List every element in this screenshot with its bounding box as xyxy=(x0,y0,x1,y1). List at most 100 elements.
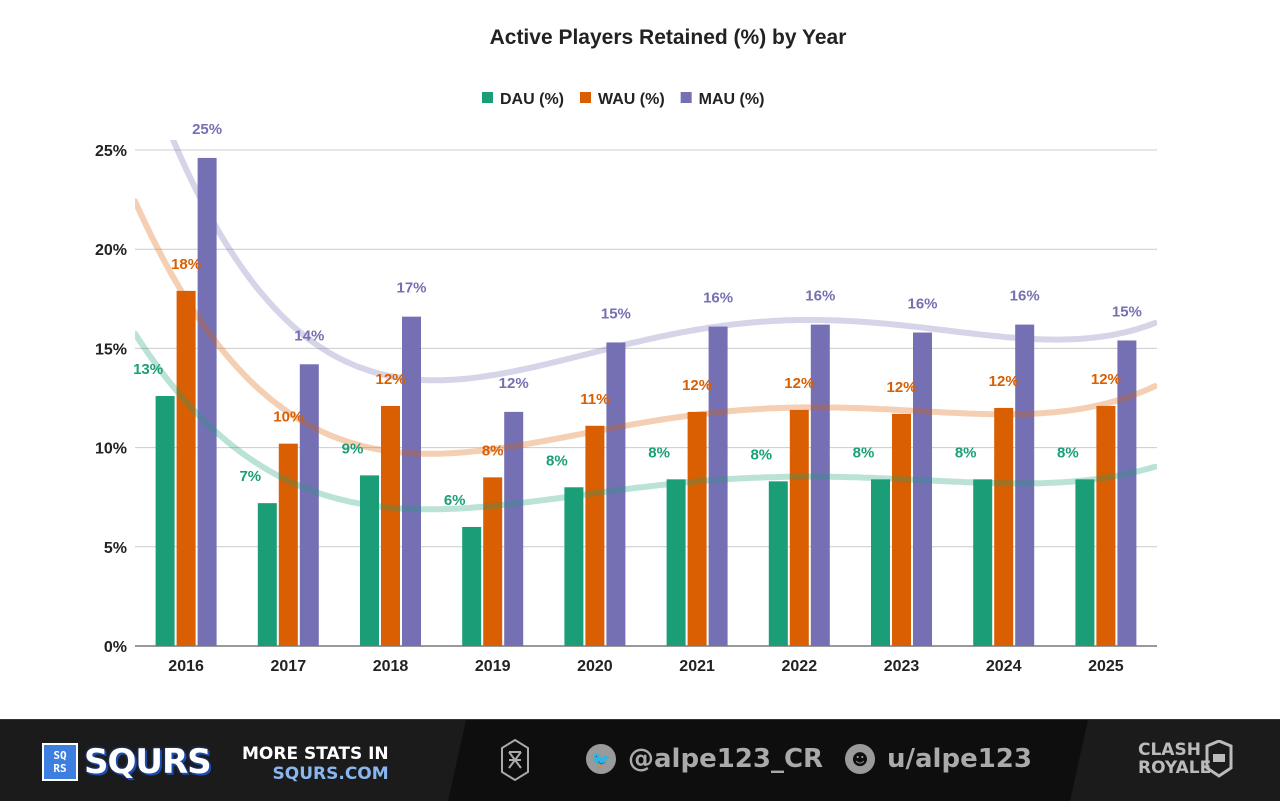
legend-label: WAU (%) xyxy=(598,91,665,108)
bar-dau xyxy=(155,396,175,646)
data-label: 8% xyxy=(648,444,670,461)
data-label: 16% xyxy=(1010,288,1040,305)
reddit-text: u/alpe123 xyxy=(887,744,1032,774)
bar-mau xyxy=(299,364,319,646)
data-label: 15% xyxy=(601,305,631,322)
data-label: 25% xyxy=(192,121,222,138)
trendline-wau xyxy=(135,198,1157,457)
bar-wau xyxy=(483,477,503,646)
x-tick-label: 2018 xyxy=(373,658,409,675)
squrs-logo-box: SQ RS xyxy=(42,743,78,781)
bar-dau xyxy=(257,503,277,646)
legend-swatch xyxy=(580,92,591,103)
squrs-logo[interactable]: SQ RS SQURS xyxy=(42,742,212,782)
legend-swatch xyxy=(482,92,493,103)
bar-mau xyxy=(708,326,728,646)
data-label: 16% xyxy=(703,290,733,307)
bar-wau xyxy=(381,405,400,646)
bar-mau xyxy=(197,157,217,646)
bar-mau xyxy=(913,332,932,646)
bar-mau xyxy=(1117,340,1137,646)
x-tick-label: 2025 xyxy=(1088,658,1124,675)
more-stats-text: MORE STATS IN xyxy=(242,744,389,764)
trendline-mau xyxy=(169,140,1157,384)
bar-wau xyxy=(994,407,1014,646)
data-label: 12% xyxy=(499,375,529,392)
bar-wau xyxy=(789,409,809,646)
bar-mau xyxy=(1015,324,1035,646)
more-stats[interactable]: MORE STATS IN SQURS.COM xyxy=(242,744,389,784)
data-label: 12% xyxy=(989,373,1019,390)
chart: Active Players Retained (%) by Year DAU … xyxy=(95,26,1157,675)
data-label: 12% xyxy=(1091,371,1121,388)
y-tick-label: 15% xyxy=(95,341,127,358)
twitter-icon: 🐦 xyxy=(586,744,616,774)
bar-mau xyxy=(606,342,626,646)
x-tick-label: 2023 xyxy=(884,658,920,675)
clash-royale-logo: CLASH ROYALE xyxy=(1138,740,1234,778)
legend-swatch xyxy=(680,92,692,103)
data-label: 8% xyxy=(750,446,772,463)
reddit-handle[interactable]: ☻ u/alpe123 xyxy=(845,744,1032,774)
clash-royale-logo-text: CLASH ROYALE xyxy=(1138,740,1212,778)
bar-mau xyxy=(810,324,830,646)
trendline-dau xyxy=(135,330,1157,513)
y-tick-label: 20% xyxy=(95,242,127,259)
data-label: 14% xyxy=(294,327,324,344)
trendlines xyxy=(135,140,1157,513)
x-tick-label: 2022 xyxy=(782,658,818,675)
bar-wau xyxy=(585,425,605,646)
legend: DAU (%) WAU (%) MAU (%) xyxy=(482,91,764,108)
reddit-icon: ☻ xyxy=(845,744,875,774)
x-tick-label: 2016 xyxy=(168,658,204,675)
x-tick-label: 2020 xyxy=(577,658,613,675)
x-tick-label: 2021 xyxy=(679,658,715,675)
author-logo-icon xyxy=(501,738,529,782)
data-label: 8% xyxy=(853,444,875,461)
bar-dau xyxy=(768,481,788,646)
data-label: 10% xyxy=(273,409,303,426)
bar-wau xyxy=(1096,405,1116,646)
bars xyxy=(155,157,1137,646)
squrs-logo-text: SQURS xyxy=(84,742,212,782)
data-label: 11% xyxy=(580,391,609,408)
y-tick-label: 5% xyxy=(104,540,127,557)
data-label: 12% xyxy=(682,377,712,394)
data-labels: 13% 7% 9% 6% 8% 8% 8% 8% 8% 8% 18% 10% 12% 8% 11% 12% 12… xyxy=(133,121,1142,509)
data-label: 8% xyxy=(1057,444,1079,461)
data-label: 7% xyxy=(239,468,261,485)
data-label: 12% xyxy=(886,379,916,396)
x-tick-label: 2019 xyxy=(475,658,511,675)
bar-wau xyxy=(687,411,707,646)
y-tick-label: 10% xyxy=(95,441,127,458)
bar-wau xyxy=(892,413,911,646)
data-label: 18% xyxy=(171,256,201,273)
bar-dau xyxy=(666,479,686,646)
footer-social-band xyxy=(448,720,1088,801)
data-label: 9% xyxy=(342,440,364,457)
twitter-handle[interactable]: 🐦 @alpe123_CR xyxy=(586,744,823,774)
chart-title: Active Players Retained (%) by Year xyxy=(490,26,847,49)
x-tick-label: 2017 xyxy=(271,658,307,675)
data-label: 12% xyxy=(784,375,814,392)
axes: 0% 5% 10% 15% 20% 25% 2016 2017 2018 2019 2020 2021… xyxy=(95,143,1124,675)
twitter-text: @alpe123_CR xyxy=(628,744,824,774)
bar-dau xyxy=(973,479,993,646)
y-tick-label: 0% xyxy=(104,639,127,656)
bar-dau xyxy=(1075,479,1095,646)
legend-label: MAU (%) xyxy=(699,91,765,108)
more-stats-link[interactable]: SQURS.COM xyxy=(272,764,389,784)
bar-wau xyxy=(278,443,298,646)
data-label: 8% xyxy=(955,444,977,461)
data-label: 16% xyxy=(805,288,835,305)
data-label: 13% xyxy=(133,361,163,378)
data-label: 8% xyxy=(482,442,504,459)
data-label: 12% xyxy=(375,371,405,388)
data-label: 15% xyxy=(1112,303,1142,320)
data-label: 6% xyxy=(444,492,466,509)
data-label: 16% xyxy=(907,296,937,313)
crown-shield-icon xyxy=(1205,740,1233,778)
data-label: 8% xyxy=(546,452,568,469)
bar-dau xyxy=(360,475,379,646)
bar-dau xyxy=(871,479,890,646)
